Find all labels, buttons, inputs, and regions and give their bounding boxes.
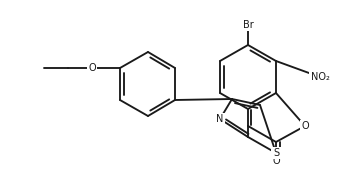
- Text: O: O: [301, 121, 309, 131]
- Text: N: N: [216, 114, 224, 124]
- Text: O: O: [88, 63, 96, 73]
- Text: O: O: [272, 156, 280, 166]
- Text: NO₂: NO₂: [310, 72, 329, 82]
- Text: S: S: [273, 148, 279, 158]
- Text: Br: Br: [243, 20, 253, 30]
